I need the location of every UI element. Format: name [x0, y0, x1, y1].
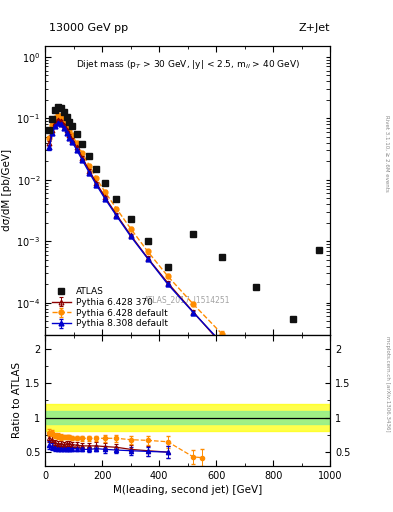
Text: Dijet mass (p$_{T}$ > 30 GeV, |y| < 2.5, m$_{ll}$ > 40 GeV): Dijet mass (p$_{T}$ > 30 GeV, |y| < 2.5,… [75, 58, 300, 71]
Legend: ATLAS, Pythia 6.428 370, Pythia 6.428 default, Pythia 8.308 default: ATLAS, Pythia 6.428 370, Pythia 6.428 de… [50, 285, 170, 330]
Y-axis label: dσ/dM [pb/GeV]: dσ/dM [pb/GeV] [2, 150, 12, 231]
ATLAS [114, 196, 119, 202]
ATLAS [61, 109, 66, 115]
Text: Rivet 3.1.10, ≥ 2.6M events: Rivet 3.1.10, ≥ 2.6M events [385, 115, 389, 192]
Text: mcplots.cern.ch [arXiv:1306.3436]: mcplots.cern.ch [arXiv:1306.3436] [385, 336, 389, 432]
ATLAS [145, 238, 150, 244]
ATLAS [165, 264, 170, 270]
ATLAS [53, 107, 57, 113]
ATLAS [191, 231, 196, 237]
ATLAS [56, 103, 61, 110]
ATLAS [50, 116, 55, 122]
ATLAS [103, 180, 107, 186]
Y-axis label: Ratio to ATLAS: Ratio to ATLAS [12, 362, 22, 438]
ATLAS [87, 153, 92, 159]
ATLAS [80, 141, 84, 147]
X-axis label: M(leading, second jet) [GeV]: M(leading, second jet) [GeV] [113, 485, 262, 495]
Text: Z+Jet: Z+Jet [299, 23, 330, 33]
ATLAS [70, 123, 75, 130]
ATLAS [47, 127, 52, 133]
ATLAS [59, 105, 63, 112]
ATLAS [291, 315, 296, 322]
ATLAS [94, 166, 99, 172]
ATLAS [220, 254, 224, 260]
ATLAS [67, 119, 72, 125]
Line: ATLAS: ATLAS [46, 103, 322, 322]
ATLAS [129, 216, 133, 222]
ATLAS [316, 246, 321, 252]
ATLAS [74, 131, 79, 137]
ATLAS [254, 284, 259, 290]
Text: 13000 GeV pp: 13000 GeV pp [49, 23, 128, 33]
Text: ATLAS_2017_I1514251: ATLAS_2017_I1514251 [144, 295, 231, 305]
ATLAS [64, 114, 69, 120]
